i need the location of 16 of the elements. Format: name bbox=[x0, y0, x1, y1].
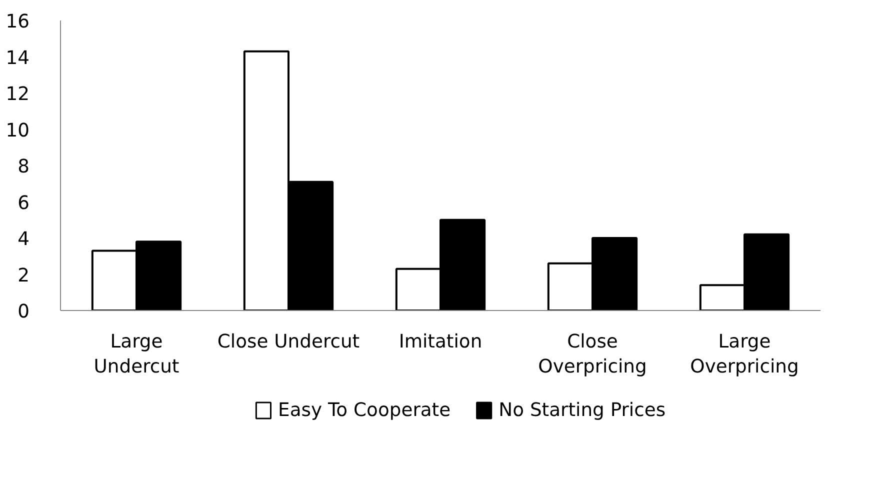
legend-label: Easy To Cooperate bbox=[278, 400, 451, 421]
y-tick-label: 4 bbox=[18, 229, 30, 250]
y-tick-label: 8 bbox=[18, 156, 30, 178]
y-tick-label: 14 bbox=[6, 48, 30, 69]
y-tick-label: 6 bbox=[18, 192, 30, 214]
y-tick-label: 0 bbox=[18, 302, 30, 322]
legend-label: No Starting Prices bbox=[498, 400, 666, 421]
x-tick-label: Large Overpricing bbox=[690, 332, 799, 378]
y-tick-label: 2 bbox=[18, 265, 30, 286]
x-tick-label: Close Undercut bbox=[217, 332, 360, 352]
x-tick-label: Close Overpricing bbox=[538, 332, 647, 378]
y-tick-label: 12 bbox=[6, 84, 30, 105]
x-tick-label: Large Undercut bbox=[94, 332, 180, 378]
x-tick-label: Imitation bbox=[398, 332, 482, 352]
y-tick-label: 16 bbox=[6, 12, 30, 32]
y-tick-label: 10 bbox=[6, 120, 30, 142]
